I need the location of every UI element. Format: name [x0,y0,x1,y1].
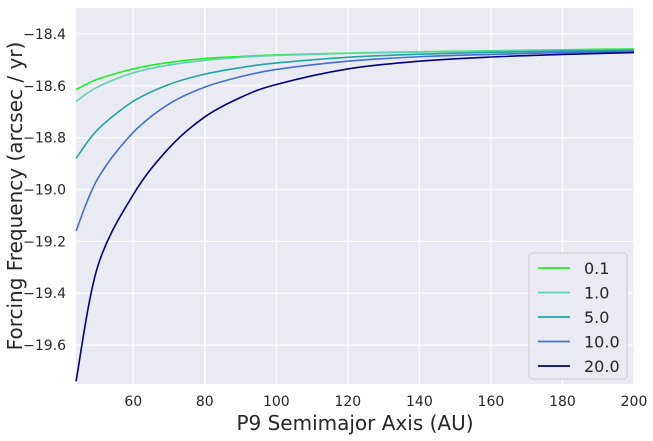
legend-label: 0.1 [584,259,609,278]
x-tick-label: 180 [549,394,576,410]
x-tick-label: 120 [334,394,361,410]
x-tick-label: 140 [406,394,433,410]
x-tick-label: 80 [196,394,214,410]
x-tick-label: 160 [478,394,505,410]
series-line-20.0 [75,51,635,382]
series-line-10.0 [75,50,635,232]
legend-label: 20.0 [584,357,620,376]
y-tick-label: −19.4 [23,286,66,302]
y-tick-label: −18.4 [23,27,66,43]
y-axis-label: Forcing Frequency (arcsec / yr) [3,42,27,351]
y-tick-label: −18.8 [23,131,66,147]
x-tick-label: 200 [621,394,648,410]
legend-items: 0.1 1.0 5.0 10.0 20.0 [538,259,620,376]
legend-label: 10.0 [584,333,620,352]
series-line-1.0 [75,48,635,103]
x-axis-label: P9 Semimajor Axis (AU) [236,411,473,435]
grid [76,8,635,384]
y-tick-label: −19.0 [23,183,66,199]
series-lines [75,48,635,382]
y-tick-label: −18.6 [23,79,66,95]
x-tick-label: 60 [124,394,142,410]
legend: 0.1 1.0 5.0 10.0 20.0 [528,252,628,380]
y-tick-labels: −18.4 −18.6 −18.8 −19.0 −19.2 −19.4 −19.6 [23,27,66,354]
series-line-5.0 [75,49,635,159]
legend-label: 5.0 [584,308,609,327]
y-tick-label: −19.6 [23,338,66,354]
x-tick-labels: 60 80 100 120 140 160 180 200 [124,394,647,410]
legend-box [528,252,628,380]
legend-label: 1.0 [584,284,609,303]
y-tick-label: −19.2 [23,234,66,250]
x-tick-label: 100 [263,394,290,410]
